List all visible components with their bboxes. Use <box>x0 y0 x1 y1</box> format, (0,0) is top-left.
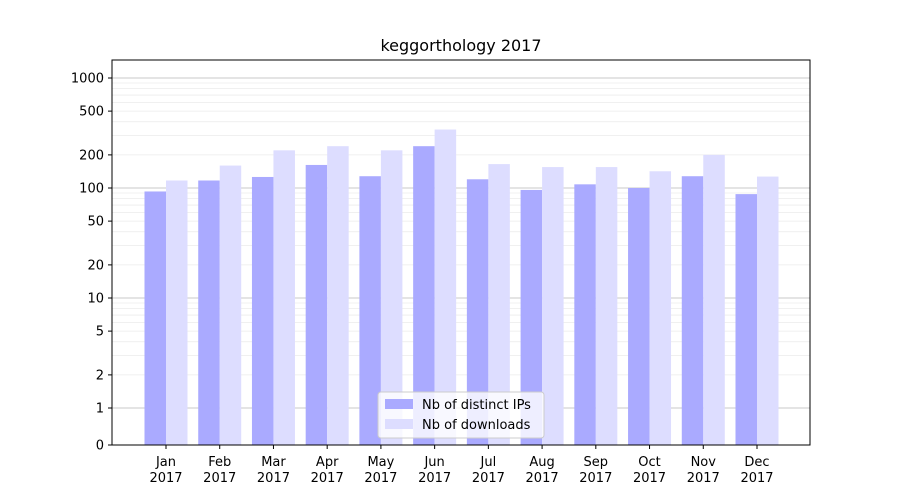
bar-downloads <box>273 150 295 446</box>
bar-downloads <box>380 150 403 446</box>
bar-ips <box>466 179 489 445</box>
bar-downloads <box>703 154 725 445</box>
bar-ips <box>681 176 704 445</box>
x-tick-label: Feb 2017 <box>203 455 236 486</box>
y-tick-label: 20 <box>87 258 104 273</box>
bar-ips <box>628 188 650 445</box>
x-tick-label: Dec 2017 <box>740 455 773 486</box>
x-tick-label: Mar 2017 <box>257 455 290 486</box>
bar-downloads <box>327 146 349 445</box>
legend-label: Nb of downloads <box>422 418 531 433</box>
bar-downloads <box>166 180 188 445</box>
bar-downloads <box>595 167 618 445</box>
legend-swatch <box>385 419 413 429</box>
legend-box <box>377 391 545 439</box>
bar-downloads <box>757 176 779 445</box>
x-tick-label: Jan 2017 <box>149 455 182 486</box>
bar-downloads <box>434 129 457 445</box>
x-tick-label: Jun 2017 <box>418 455 451 486</box>
x-tick-label: Sep 2017 <box>579 455 612 486</box>
y-tick-label: 5 <box>96 325 104 340</box>
bars-layer <box>144 129 779 446</box>
bar-downloads <box>542 167 564 445</box>
x-tick-label: May 2017 <box>364 455 397 486</box>
bar-ips <box>305 164 328 445</box>
bar-ips <box>413 146 435 445</box>
bar-ips <box>359 176 381 445</box>
y-tick-label: 1 <box>96 402 104 417</box>
y-tick-label: 100 <box>79 182 104 197</box>
y-tick-label: 50 <box>87 215 104 230</box>
y-tick-label: 2 <box>96 368 104 383</box>
bar-ips <box>520 189 543 445</box>
x-tick-label: Nov 2017 <box>687 455 720 486</box>
y-tick-label: 1000 <box>71 72 104 87</box>
legend-swatch <box>385 399 413 409</box>
legend: Nb of distinct IPs Nb of downloads <box>377 391 545 439</box>
y-tick-label: 0 <box>96 439 104 454</box>
bar-downloads <box>488 164 510 445</box>
x-tick-label: Oct 2017 <box>633 455 666 486</box>
bar-ips <box>574 184 596 446</box>
x-tick-label: Jul 2017 <box>472 455 505 486</box>
legend-label: Nb of distinct IPs <box>422 398 531 413</box>
y-tick-label: 10 <box>87 292 104 307</box>
y-tick-label: 200 <box>79 148 104 163</box>
y-tick-label: 500 <box>79 105 104 120</box>
x-tick-label: Aug 2017 <box>526 455 559 486</box>
bar-ips <box>735 194 757 445</box>
plot-frame <box>111 59 811 446</box>
bar-ips <box>198 180 220 445</box>
bar-downloads <box>649 171 672 445</box>
bar-ips <box>251 176 274 446</box>
bar-ips <box>144 191 166 445</box>
axes-layer: 0 1 2 5 10 20 50 100 200 500 1000 Jan 2017 Feb 2017 Mar… <box>71 72 774 487</box>
bar-downloads <box>219 165 242 445</box>
chart-title: keggorthology 2017 <box>380 36 541 55</box>
x-tick-label: Apr 2017 <box>311 455 344 486</box>
